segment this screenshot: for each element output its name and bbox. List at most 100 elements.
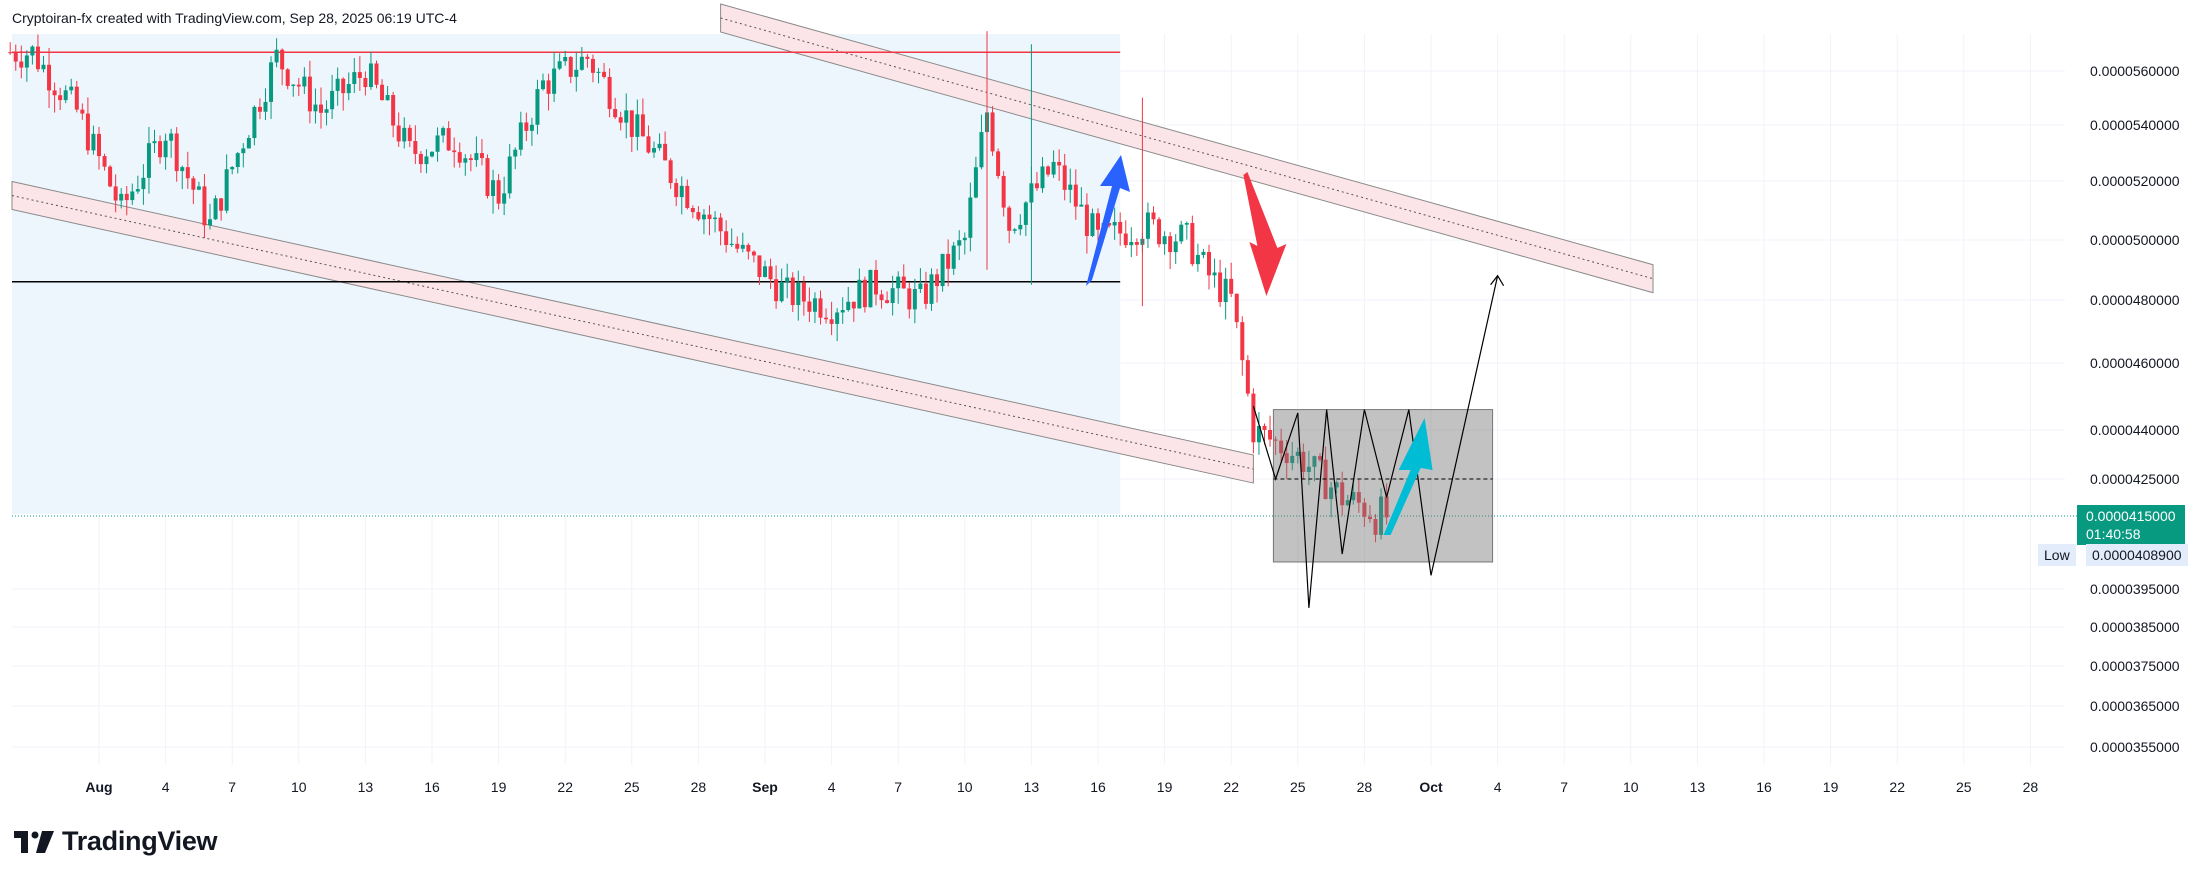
candle-body	[1268, 429, 1273, 440]
candle-body	[1301, 451, 1306, 472]
candle-body	[135, 189, 140, 192]
candle-body	[485, 158, 490, 197]
candle-body	[219, 198, 224, 211]
tradingview-logo[interactable]: TradingView	[14, 826, 218, 857]
candle-body	[929, 274, 934, 304]
candle-body	[1207, 251, 1211, 276]
candle-body	[41, 64, 46, 70]
candle-body	[635, 114, 640, 137]
candle-body	[313, 104, 318, 112]
candle-body	[890, 288, 895, 304]
blue-arrow-up	[1086, 155, 1130, 286]
candle-body	[613, 108, 618, 118]
candle-body	[224, 169, 229, 211]
candle-body	[8, 52, 13, 54]
candle-body	[1351, 492, 1356, 501]
candle-body	[1107, 223, 1112, 226]
candle-body	[1018, 224, 1023, 230]
candle-body	[1023, 202, 1028, 225]
candle-body	[113, 186, 118, 201]
candle-body	[1284, 453, 1289, 464]
low-value: 0.0000408900	[2086, 544, 2188, 566]
price-tick-label: 0.0000520000	[2090, 173, 2180, 189]
candle-body	[1040, 166, 1045, 189]
candle-body	[246, 137, 251, 149]
time-tick-label: 13	[1024, 779, 1040, 795]
candle-body	[1123, 233, 1128, 246]
candle-body	[851, 301, 856, 309]
candle-body	[824, 317, 829, 320]
candle-body	[163, 140, 168, 158]
candle-body	[35, 46, 40, 70]
candle-body	[52, 90, 57, 96]
candle-body	[768, 266, 773, 280]
time-tick-label: 4	[162, 779, 170, 795]
candle-body	[413, 141, 418, 154]
candle-body	[1112, 221, 1117, 226]
candle-body	[1134, 241, 1139, 245]
time-axis: Aug 4 7 10 13 16 19 22 25 28 Sep 4 7 10 13 16 19 22 25 28 Oc…	[85, 779, 2038, 795]
candle-body	[1295, 451, 1300, 456]
candle-body	[990, 112, 995, 152]
range-box	[1272, 409, 1494, 563]
candle-body	[257, 106, 262, 112]
time-tick-label: 25	[1290, 779, 1306, 795]
candle-body	[269, 62, 274, 102]
price-tick-label: 0.0000560000	[2090, 63, 2180, 79]
candle-body	[263, 101, 268, 112]
channel-midline-2	[720, 17, 1654, 280]
candle-body	[363, 77, 368, 88]
candle-body	[840, 310, 845, 313]
candle-body	[474, 153, 479, 161]
candle-body	[979, 132, 984, 168]
candle-body	[452, 150, 457, 153]
candle-body	[1034, 183, 1039, 189]
candle-body	[1073, 184, 1078, 207]
candle-body	[729, 243, 734, 245]
candle-body	[585, 56, 590, 59]
candle-body	[1151, 212, 1156, 220]
candle-body	[1051, 161, 1056, 175]
candle-body	[707, 214, 712, 220]
candle-body	[119, 193, 124, 201]
candle-body	[1356, 492, 1361, 503]
arrow-group	[1086, 155, 1433, 535]
candle-body	[629, 110, 634, 137]
candle-body	[657, 143, 662, 149]
candle-body	[896, 276, 901, 289]
candle-body	[779, 281, 784, 302]
candle-body	[696, 212, 701, 220]
candle-body	[957, 240, 962, 246]
candle-body	[158, 141, 163, 158]
time-tick-label: 7	[1560, 779, 1568, 795]
channel-midline-1	[11, 195, 1254, 470]
range-box-group	[1252, 274, 1505, 608]
candle-body	[996, 151, 1001, 176]
candle-body	[180, 167, 185, 172]
candle-body	[280, 49, 285, 70]
descending-channel-2	[720, 3, 1654, 294]
time-tick-label: 19	[491, 779, 507, 795]
candle-body	[1306, 466, 1311, 472]
candle-body	[918, 283, 923, 289]
candle-body	[108, 166, 113, 187]
time-tick-label: 25	[624, 779, 640, 795]
candle-body	[713, 217, 718, 220]
candle-body	[552, 68, 557, 94]
candle-body	[590, 58, 595, 73]
candle-body	[230, 167, 235, 170]
candle-body	[807, 301, 812, 312]
candle-body	[1190, 223, 1195, 265]
candle-body	[1340, 482, 1345, 506]
candle-body	[513, 149, 518, 157]
candle-body	[1329, 487, 1334, 500]
candle-body	[652, 148, 656, 153]
candle-body	[141, 177, 146, 190]
candle-body	[97, 133, 101, 157]
candle-body	[391, 95, 396, 126]
channel-group	[11, 3, 1654, 484]
candle-series	[8, 31, 1389, 543]
candle-body	[1179, 224, 1184, 242]
candle-body	[602, 71, 607, 77]
